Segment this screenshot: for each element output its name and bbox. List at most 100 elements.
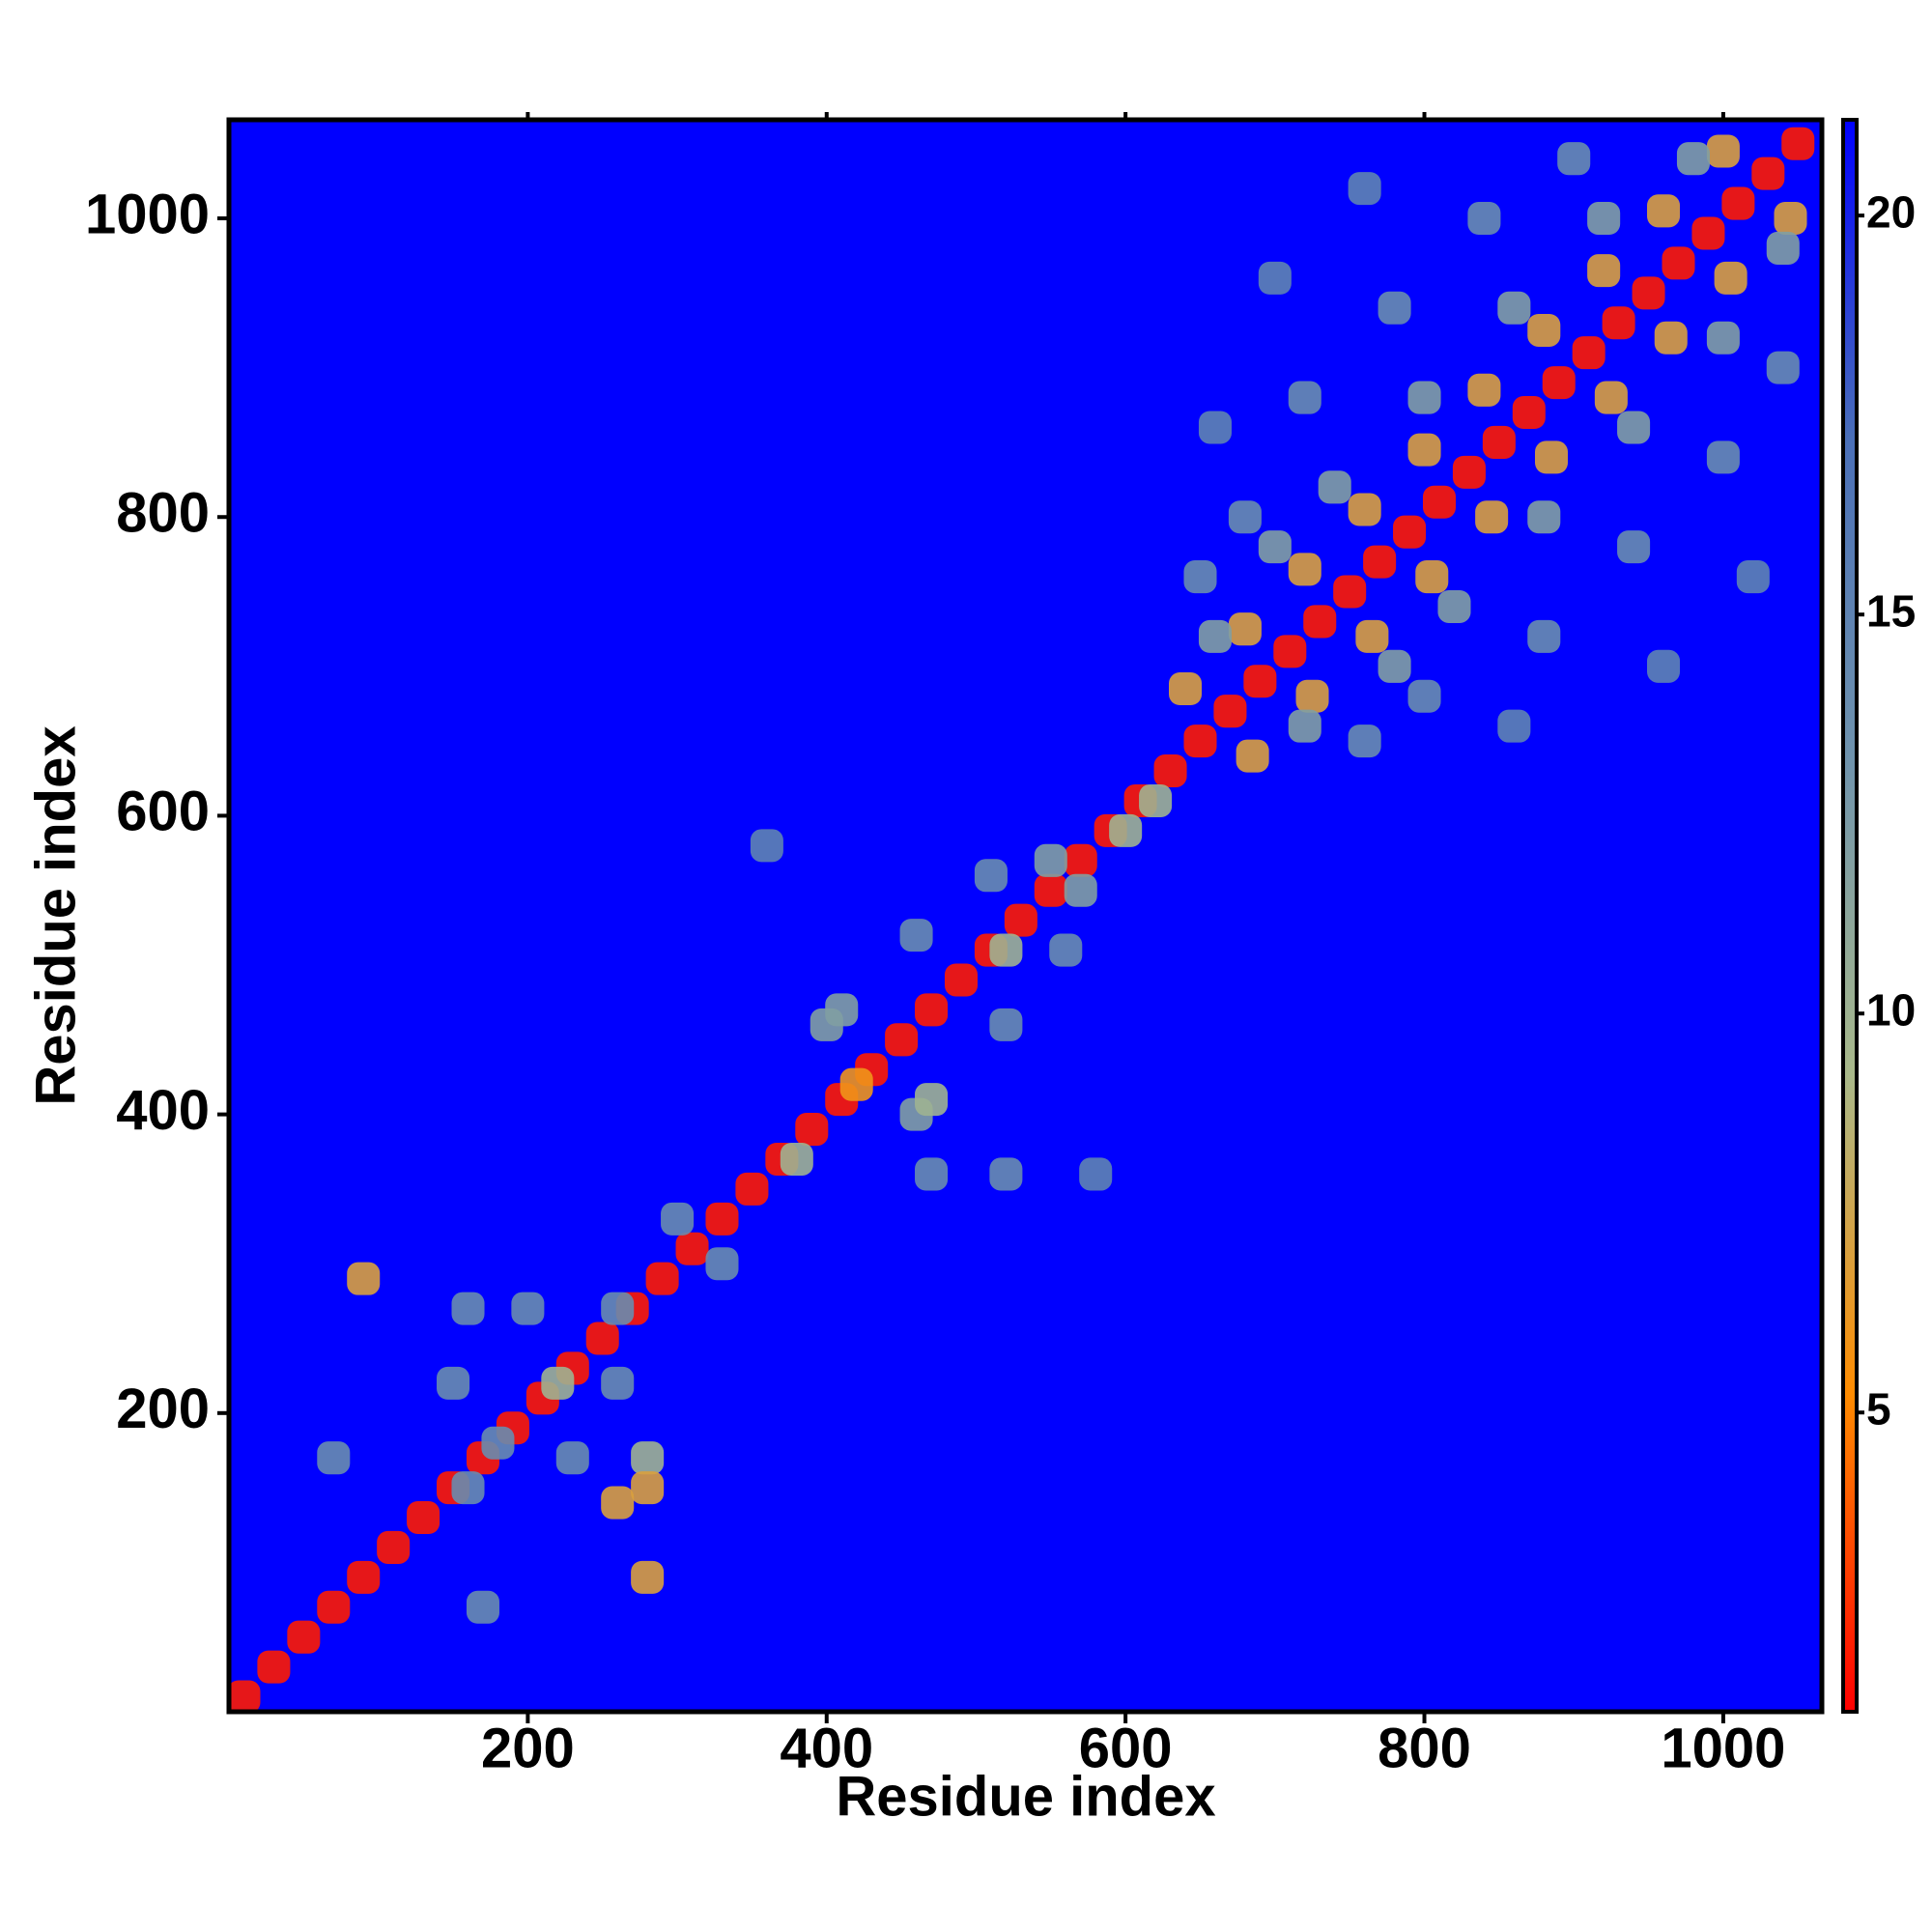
cell [511,1292,545,1325]
cell [661,1202,695,1236]
cell [257,1650,291,1684]
cell [1632,276,1665,310]
cell [1109,813,1143,847]
cell [915,1083,949,1117]
cell [1228,500,1262,534]
cell [989,1157,1023,1191]
cell [1198,619,1232,653]
cell [317,1441,351,1475]
cell [1706,321,1740,355]
x-tick-label: 200 [481,1717,575,1779]
cell [1288,553,1321,586]
cell [1475,500,1509,534]
cell [1415,560,1449,594]
cell [1378,291,1411,325]
cell [1288,709,1321,743]
cell [1064,843,1097,877]
cell [1378,649,1411,683]
cell [1774,202,1807,236]
cell [675,1232,709,1265]
cells [227,127,1815,1714]
x-tick-label: 800 [1378,1717,1471,1779]
x-tick-label: 1000 [1661,1717,1785,1779]
cell [1527,619,1561,653]
colorbar-tick-label: 5 [1866,1383,1891,1434]
cell [481,1426,515,1460]
cell [377,1530,411,1564]
cell [1407,433,1441,467]
cell [631,1560,665,1594]
y-tick-label: 800 [116,482,210,545]
cell [989,933,1023,967]
cell [705,1202,739,1236]
cell [1781,127,1815,160]
cell [1243,665,1277,698]
cell [1452,455,1486,489]
cell [1258,261,1292,295]
cell [1236,739,1269,773]
cell [347,1560,381,1594]
cell [227,1680,261,1714]
y-tick-label: 1000 [85,183,210,245]
y-axis-label: Residue index [24,725,87,1105]
cell [601,1486,635,1520]
cell [317,1590,351,1624]
cell [1034,873,1067,907]
cell [1654,321,1688,355]
cell [541,1366,575,1400]
colorbar-tick-label: 15 [1866,585,1916,636]
x-tick-label: 400 [780,1717,873,1779]
cell [1407,679,1441,713]
cell [1766,231,1800,265]
x-tick-label: 600 [1079,1717,1173,1779]
cell [1348,493,1381,526]
cell [1497,291,1531,325]
cell [451,1471,485,1505]
cell [1355,619,1389,653]
cell [915,1157,949,1191]
cell [585,1321,619,1355]
cell [1557,142,1591,176]
cell [1288,381,1321,414]
cell [1153,754,1187,788]
cell [1228,612,1262,646]
cell [899,919,933,952]
cell [1691,216,1725,250]
cell [1751,156,1785,190]
cell [1034,843,1067,877]
cell [1766,351,1800,384]
cell [1482,425,1516,459]
cell [944,963,978,997]
cell [825,993,859,1027]
cell [974,859,1008,893]
colorbar-tick-label: 10 [1866,984,1916,1035]
cell [1139,783,1173,817]
cell [915,993,949,1027]
cell [839,1067,873,1101]
cell [1647,649,1681,683]
cell [1407,381,1441,414]
cell [1617,530,1651,564]
cell [1497,709,1531,743]
cell [1303,605,1337,639]
cell [1467,373,1501,407]
y-tick-label: 400 [116,1079,210,1142]
cell [631,1471,665,1505]
cell [287,1620,321,1654]
cell [1587,254,1621,288]
colorbar [1841,118,1859,1714]
cell [555,1441,589,1475]
cell [1706,134,1740,168]
cell [1258,530,1292,564]
cell [1422,485,1457,519]
cell [795,1113,829,1147]
cell [1706,440,1740,474]
cell [1183,560,1217,594]
cell [989,1008,1023,1041]
colorbar-tick-label: 20 [1866,186,1916,237]
cell [1437,589,1471,624]
cell [601,1292,635,1325]
cell [1587,202,1621,236]
cell [437,1366,470,1400]
